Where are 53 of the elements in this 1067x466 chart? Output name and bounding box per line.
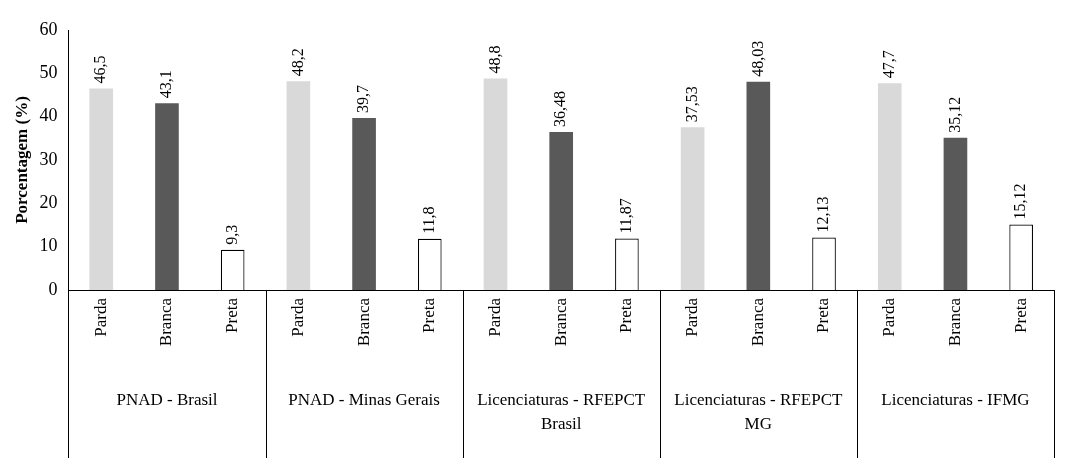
text: Branca <box>944 298 964 347</box>
data-label: 35,12 <box>945 96 963 133</box>
data-label: 12,13 <box>814 196 832 233</box>
x-tick-label: Licenciaturas - RFEPCT MG <box>674 389 843 433</box>
data-label: 39,7 <box>354 84 372 113</box>
data-label: 48,8 <box>485 45 503 74</box>
data-label: 47,7 <box>879 50 897 79</box>
data-label: 15,12 <box>1011 183 1029 220</box>
y-tick-label: 0 <box>48 278 58 299</box>
y-tick-label: 30 <box>39 148 58 169</box>
bar <box>877 83 902 290</box>
bar <box>155 103 179 290</box>
data-label: 48,03 <box>748 40 766 77</box>
bar <box>549 131 574 290</box>
text: Parda <box>682 298 702 337</box>
text: Branca <box>353 298 373 347</box>
y-tick-label: 60 <box>39 18 58 39</box>
y-tick-label: 50 <box>39 62 58 83</box>
text: Parda <box>90 297 110 337</box>
bar <box>943 137 968 290</box>
text: Branca <box>550 298 570 347</box>
text: Preta <box>222 297 242 333</box>
x-tick-label: Licenciaturas - RFEPCT Brasil <box>477 389 646 433</box>
text: Branca <box>156 297 176 347</box>
data-label: 36,48 <box>551 90 569 127</box>
data-label: 46,5 <box>91 55 109 84</box>
text: Preta <box>813 298 833 333</box>
x-tick-label: Licenciaturas - IFMG <box>881 389 1030 409</box>
bar <box>746 81 771 290</box>
data-label: 11,87 <box>617 198 635 234</box>
bar <box>680 127 705 290</box>
bar <box>352 117 376 290</box>
data-label: 9,3 <box>222 224 240 245</box>
x-tick-label: PNAD - Minas Gerais <box>288 389 440 409</box>
y-tick-label: 20 <box>39 192 58 213</box>
y-tick-label: 40 <box>39 105 58 126</box>
text: Preta <box>419 298 439 333</box>
data-label: 43,1 <box>157 70 175 99</box>
text: Preta <box>616 298 636 333</box>
data-label: 48,2 <box>288 48 306 77</box>
x-tick-label: PNAD - Brasil <box>116 389 218 409</box>
bar <box>89 88 114 290</box>
text: Branca <box>747 298 767 347</box>
y-axis-title: Porcentagem (%) <box>11 96 31 224</box>
text: Parda <box>484 298 504 337</box>
text: Parda <box>287 298 307 337</box>
bar <box>483 78 508 290</box>
bar <box>286 81 311 290</box>
data-label: 11,8 <box>419 206 437 234</box>
text: Parda <box>879 298 899 337</box>
y-tick-label: 10 <box>39 235 58 256</box>
text: Preta <box>1010 298 1030 333</box>
data-label: 37,53 <box>682 86 700 123</box>
